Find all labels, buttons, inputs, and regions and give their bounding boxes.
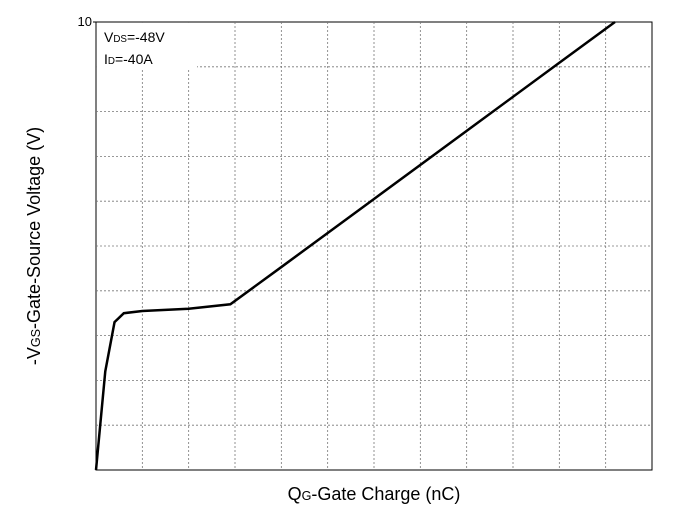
x-axis-label-rest: -Gate Charge (nC) xyxy=(311,484,460,504)
x-axis-label: QG-Gate Charge (nC) xyxy=(288,484,461,504)
annotation-sub: D xyxy=(108,56,115,67)
x-axis-label-sub: G xyxy=(302,489,312,503)
data-line xyxy=(94,20,616,471)
x-axis-label-main: Q xyxy=(288,484,302,504)
annotation: VDS=-48V xyxy=(104,29,165,45)
annotation-rest: =-48V xyxy=(127,29,165,45)
y-axis-label-sub: GS xyxy=(29,329,43,347)
annotation-sub: DS xyxy=(113,34,127,45)
y-tick-label: 10 xyxy=(78,14,92,29)
y-axis-label-main: -V xyxy=(24,347,44,365)
y-axis-label-rest: -Gate-Source Voltage (V) xyxy=(24,127,44,329)
y-axis-label: -VGS-Gate-Source Voltage (V) xyxy=(24,127,44,365)
annotation-box xyxy=(97,23,197,69)
annotation-main: I xyxy=(104,51,108,67)
annotation-main: V xyxy=(104,29,114,45)
annotation: ID=-40A xyxy=(104,51,153,67)
annotation-rest: =-40A xyxy=(115,51,153,67)
